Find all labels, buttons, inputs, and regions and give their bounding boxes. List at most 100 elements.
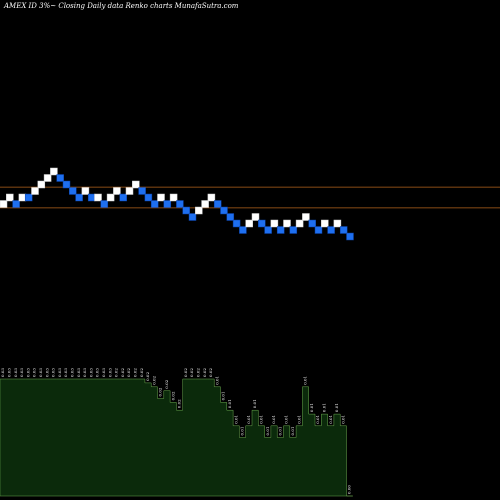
volume-area: 0.03 0.03 0.03 0.03 0.03 0.03 0.03 0.03 0.03 0.03… — [0, 368, 353, 497]
renko-brick-down — [258, 219, 266, 228]
volume-label: 0.01 — [315, 415, 320, 424]
volume-label: 0.01 — [321, 403, 326, 412]
renko-brick-up — [106, 193, 115, 202]
renko-brick-up — [50, 167, 58, 176]
volume-label: 0.02 — [114, 368, 119, 377]
volume-label: 0.03 — [95, 368, 100, 377]
renko-brick-down — [213, 200, 222, 208]
volume-area-path — [0, 378, 353, 497]
volume-label: 0.01 — [303, 376, 308, 385]
volume-label: 0.02 — [139, 368, 144, 377]
volume-label: 0.01 — [290, 427, 295, 436]
renko-brick-up — [37, 180, 46, 189]
volume-label: 0.02 — [151, 375, 156, 384]
chart-title: AMEX ID 3%~ Closing Daily data Renko cha… — [3, 2, 239, 10]
renko-brick-down — [346, 232, 354, 241]
renko-brick-down — [12, 200, 20, 208]
renko-brick-down — [87, 193, 96, 202]
renko-brick-down — [339, 226, 348, 234]
volume-label: 0.02 — [170, 391, 175, 400]
volume-label: 0.03 — [88, 368, 93, 377]
volume-label: 0.03 — [0, 368, 5, 377]
renko-brick-up — [295, 219, 304, 228]
volume-label: 0.01 — [309, 403, 314, 412]
renko-brick-up — [245, 219, 253, 228]
volume-label: 0.01 — [328, 415, 333, 424]
volume-label: 0.02 — [132, 368, 137, 377]
volume-label: 0.03 — [6, 368, 11, 377]
renko-brick-down — [100, 200, 109, 208]
volume-label: 0.00 — [347, 485, 352, 494]
renko-brick-up — [195, 206, 203, 215]
renko-brick-down — [264, 226, 272, 234]
renko-brick-up — [207, 193, 216, 202]
renko-brick-down — [69, 187, 77, 195]
renko-brick-down — [163, 200, 172, 208]
volume-label: 0.02 — [145, 372, 150, 381]
volume-label: 0.03 — [19, 368, 24, 377]
renko-brick-down — [119, 193, 127, 202]
volume-label: 0.03 — [44, 368, 49, 377]
volume-label: 0.02 — [120, 368, 125, 377]
renko-brick-down — [226, 213, 235, 221]
renko-brick-up — [201, 200, 209, 208]
volume-label: 0.01 — [271, 415, 276, 424]
renko-brick-up — [113, 187, 121, 195]
renko-brick-down — [276, 226, 285, 234]
renko-brick-up — [94, 193, 102, 202]
renko-brick-up — [31, 187, 39, 195]
volume-label: 0.03 — [51, 368, 56, 377]
renko-brick-up — [283, 219, 291, 228]
volume-label: 0.01 — [334, 403, 339, 412]
renko-brick-down — [308, 219, 316, 228]
volume-label: 0.03 — [25, 368, 30, 377]
renko-brick-down — [144, 193, 153, 202]
renko-brick-down — [239, 226, 247, 234]
renko-brick-down — [188, 213, 197, 221]
volume-label: 0.03 — [38, 368, 43, 377]
volume-label: 0.02 — [126, 368, 131, 377]
renko-brick-up — [125, 187, 134, 195]
volume-label: 0.01 — [252, 399, 257, 408]
volume-label: 0.01 — [265, 427, 270, 436]
renko-brick-down — [24, 193, 33, 202]
volume-label: 0.01 — [246, 415, 251, 424]
volume-label: 0.01 — [221, 391, 226, 400]
volume-label: 0.02 — [202, 368, 207, 377]
renko-brick-down — [56, 174, 64, 182]
renko-brick-up — [302, 213, 310, 221]
volume-label: 0.03 — [101, 368, 106, 377]
renko-brick-down — [75, 193, 83, 202]
volume-label: 0.03 — [82, 368, 87, 377]
volume-label: 0.03 — [13, 368, 18, 377]
renko-brick-up — [251, 213, 260, 221]
volume-label: 0.03 — [57, 368, 62, 377]
volume-label: 0.02 — [158, 387, 163, 396]
renko-brick-up — [270, 219, 279, 228]
volume-label: 0.01 — [284, 415, 289, 424]
renko-brick-up — [333, 219, 342, 228]
renko-brick-down — [327, 226, 335, 234]
renko-brick-up — [81, 187, 90, 195]
volume-label: 0.03 — [107, 368, 112, 377]
renko-brick-down — [62, 180, 71, 189]
volume-label: 0.03 — [63, 368, 68, 377]
volume-label: 0.01 — [258, 415, 263, 424]
volume-label: 0.03 — [76, 368, 81, 377]
reference-lines — [0, 186, 500, 209]
volume-label: 0.01 — [233, 415, 238, 424]
renko-bricks — [0, 167, 354, 241]
volume-label: 0.01 — [296, 415, 301, 424]
renko-brick-up — [157, 193, 165, 202]
volume-label: 0.02 — [189, 368, 194, 377]
renko-brick-down — [289, 226, 298, 234]
volume-label: 0.03 — [69, 368, 74, 377]
renko-brick-up — [169, 193, 178, 202]
volume-label: 0.03 — [32, 368, 37, 377]
renko-brick-down — [232, 219, 241, 228]
renko-brick-down — [220, 206, 228, 215]
volume-label: 0.01 — [240, 427, 245, 436]
renko-brick-down — [150, 200, 159, 208]
renko-brick-down — [314, 226, 323, 234]
